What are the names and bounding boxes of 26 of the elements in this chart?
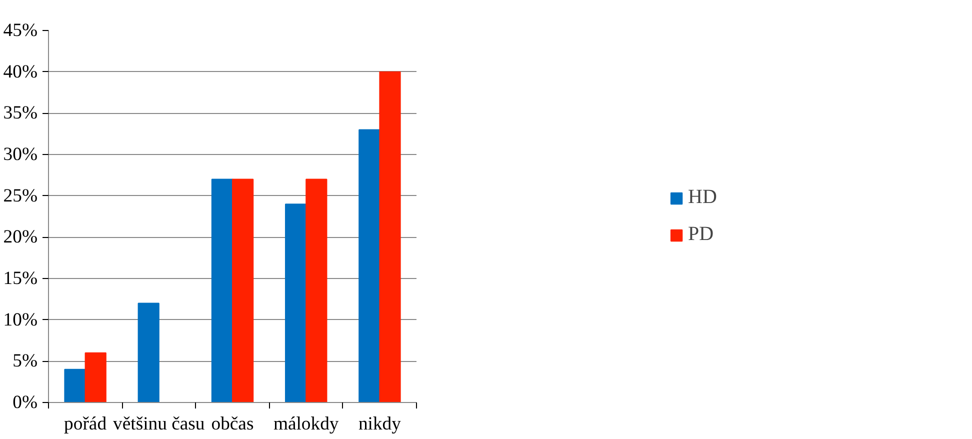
y-tick-label: 20%	[3, 226, 38, 248]
y-tick-label: 30%	[3, 144, 38, 165]
y-tick-label: 10%	[3, 309, 38, 330]
y-tick-label: 35%	[3, 102, 38, 124]
y-tick-label: 45%	[3, 20, 38, 41]
bar	[211, 178, 233, 402]
legend-label: PD	[688, 223, 714, 246]
y-tick-label: 25%	[3, 185, 38, 206]
bar	[138, 302, 160, 402]
bar	[284, 204, 307, 402]
x-tick-label: většinu času	[113, 414, 206, 434]
bar	[358, 129, 380, 402]
bar	[84, 352, 106, 402]
bar	[232, 178, 254, 402]
legend-label: HD	[688, 186, 717, 209]
bar	[379, 71, 401, 402]
x-tick-label: občas	[211, 414, 254, 434]
bar	[64, 368, 86, 402]
y-tick-label: 15%	[3, 268, 38, 289]
x-tick-label: málokdy	[273, 414, 340, 434]
x-tick-label: pořád	[64, 414, 108, 434]
y-tick-label: 0%	[12, 392, 38, 413]
bar	[306, 178, 328, 402]
y-tick-label: 5%	[12, 350, 38, 372]
y-tick-label: 40%	[3, 61, 38, 82]
x-tick-label: nikdy	[358, 414, 402, 434]
